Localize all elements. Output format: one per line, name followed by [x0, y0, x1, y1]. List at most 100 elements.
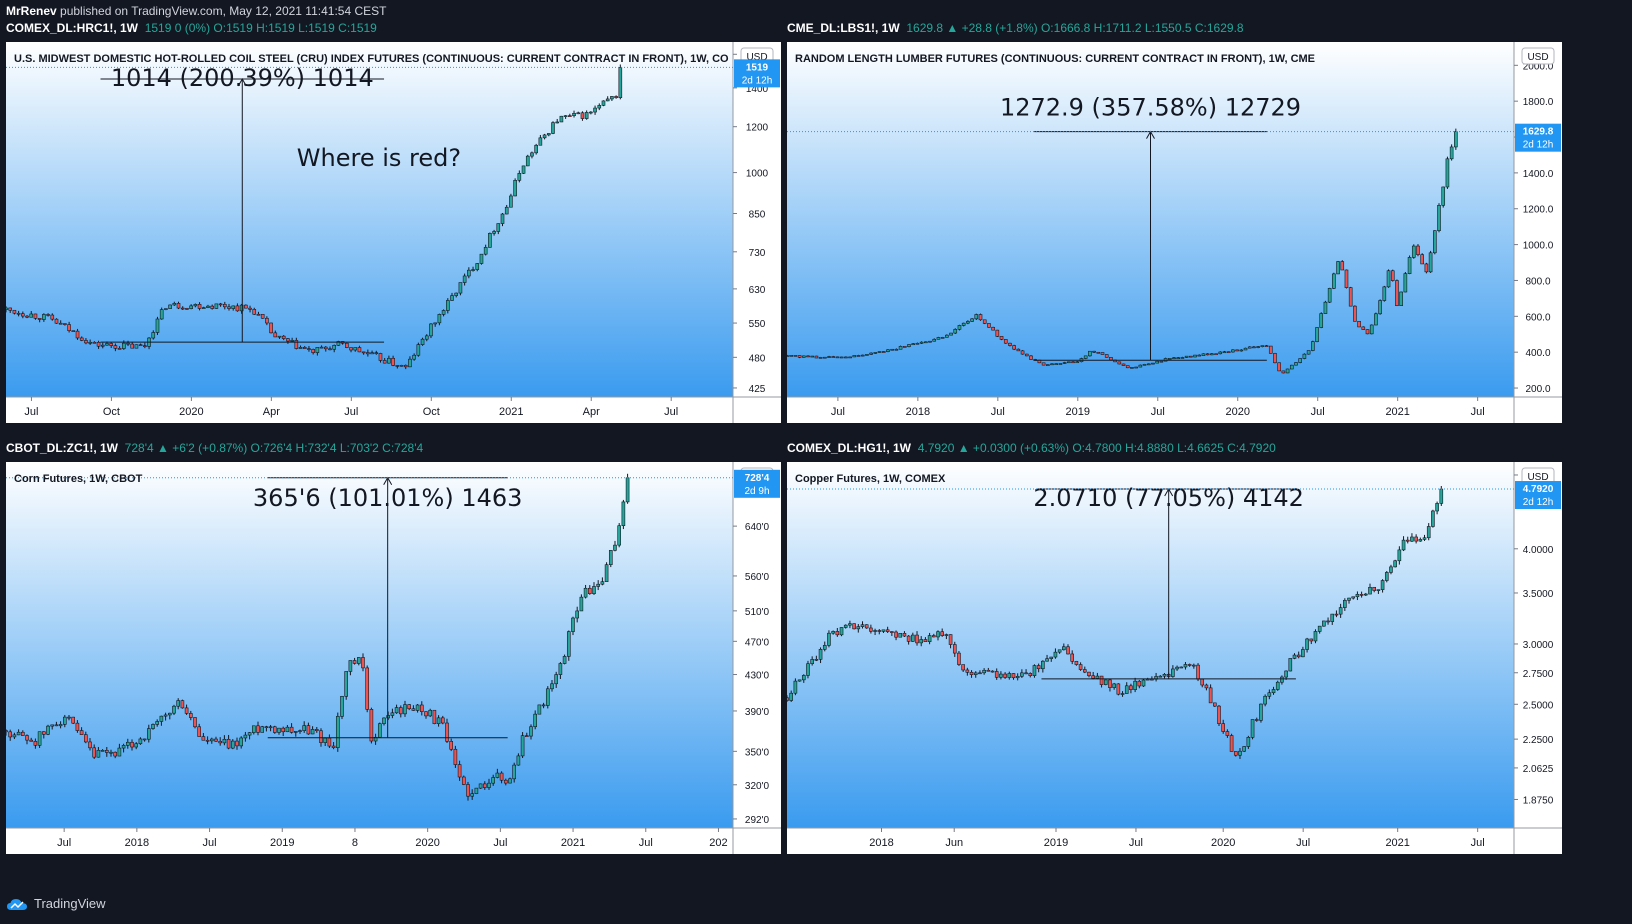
currency-badge[interactable] [1521, 47, 1555, 65]
candle-body [281, 727, 285, 733]
candle-body [134, 743, 138, 748]
x-tick-label: 2018 [125, 837, 149, 849]
candle-body [206, 305, 210, 308]
candle-body [235, 305, 240, 312]
candle-body [1103, 679, 1108, 685]
candle-body [802, 355, 806, 358]
candle-body [1407, 257, 1412, 274]
candle-body [1284, 670, 1288, 678]
candle-body [37, 731, 42, 746]
candle-body [487, 782, 491, 788]
price-axis[interactable] [1514, 42, 1562, 397]
candle-body [386, 715, 390, 719]
candle-body [604, 564, 609, 582]
candle-body [991, 326, 995, 331]
candle-body [394, 707, 399, 714]
chart-svg-steel[interactable]: 1600140012001000850730630550480425JulOct… [6, 42, 781, 423]
candle-body [966, 321, 970, 324]
candle-body [155, 721, 159, 725]
candle-body [525, 155, 530, 167]
candle-body [1369, 324, 1374, 335]
measure-label: 2.0710 (77.05%) 4142 [1033, 484, 1304, 512]
candle-body [915, 342, 920, 345]
symbol-name: COMEX_DL:HRC1!, 1W [6, 21, 139, 35]
candle-body [1062, 362, 1067, 364]
measure-annotation[interactable]: 1014 (200.39%) 1014 [100, 64, 385, 343]
footer[interactable]: TradingView [6, 896, 106, 911]
price-axis[interactable] [733, 42, 781, 397]
candle-body [1121, 363, 1126, 366]
candle-body [534, 144, 538, 154]
candle-body [605, 98, 610, 102]
chart-svg-copper[interactable]: 5.00004.00003.50003.00002.75002.50002.25… [787, 462, 1562, 854]
candle-body [1431, 510, 1435, 527]
candle-body [614, 96, 618, 99]
candle-body [1155, 360, 1159, 364]
y-tick-label: 350'0 [745, 747, 770, 758]
candle-body [1315, 327, 1319, 342]
chart-panel-lumber[interactable]: 2000.01800.01600.01400.01200.01000.0800.… [787, 42, 1562, 423]
candle-body [268, 726, 273, 729]
candle-body [251, 725, 256, 733]
y-tick-label: 1200.0 [1523, 205, 1554, 216]
candle-body [21, 313, 25, 317]
chart-title: RANDOM LENGTH LUMBER FUTURES (CONTINUOUS… [795, 53, 1315, 65]
candle-body [20, 731, 25, 736]
candle-body [450, 295, 454, 301]
candle-body [1083, 355, 1088, 359]
candle-body [1221, 723, 1226, 732]
candle-body [420, 338, 425, 345]
x-tick-label: 202 [709, 837, 727, 849]
time-axis[interactable] [787, 397, 1562, 423]
measure-label: 365'6 (101.01%) 1463 [253, 484, 523, 512]
x-tick-label: Jul [1311, 406, 1325, 418]
candle-body [46, 314, 50, 316]
candle-body [75, 722, 80, 731]
candle-body [239, 304, 244, 312]
candle-body [96, 750, 101, 758]
chart-panel-copper[interactable]: 5.00004.00003.50003.00002.75002.50002.25… [787, 462, 1562, 854]
candle-body [189, 305, 193, 309]
candle-body [143, 345, 147, 347]
candle-body [8, 731, 12, 738]
candle-body [1238, 750, 1242, 756]
candle-body [29, 313, 34, 318]
chart-svg-lumber[interactable]: 2000.01800.01600.01400.01200.01000.0800.… [787, 42, 1562, 423]
candle-body [471, 269, 475, 271]
candle-body [449, 741, 453, 750]
candle-body [835, 631, 840, 636]
candle-body [58, 322, 63, 325]
candle-body [357, 347, 362, 353]
candle-body [952, 644, 957, 654]
measure-annotation[interactable]: 365'6 (101.01%) 1463 [253, 476, 523, 739]
candle-body [488, 232, 492, 248]
candle-body [407, 704, 411, 710]
candle-body [814, 659, 819, 661]
price-axis[interactable] [733, 462, 781, 828]
chart-panel-steel[interactable]: 1600140012001000850730630550480425JulOct… [6, 42, 781, 423]
candle-body [424, 335, 429, 340]
price-axis[interactable] [1514, 462, 1562, 828]
candle-body [1197, 354, 1202, 357]
candle-body [877, 351, 882, 353]
candle-body [1311, 341, 1315, 351]
time-axis[interactable] [6, 397, 781, 423]
chart-panel-corn[interactable]: 640'0 560'0 510'0 470'0 430'0 390'0 350'0 320'0… [6, 462, 781, 854]
candle-body [1218, 351, 1223, 355]
candle-body [1252, 346, 1256, 349]
candle-body [587, 587, 592, 595]
candle-body [1256, 346, 1260, 348]
candle-body [827, 632, 831, 646]
y-tick-label: 2.5000 [1523, 700, 1554, 711]
x-tick-label: 2020 [1211, 837, 1235, 849]
candle-body [1158, 675, 1163, 678]
candle-body [96, 342, 101, 347]
time-axis[interactable] [787, 828, 1562, 854]
chart-svg-corn[interactable]: 640'0 560'0 510'0 470'0 430'0 390'0 350'0 320'0… [6, 462, 781, 854]
time-axis[interactable] [6, 828, 781, 854]
y-tick-label: 400.0 [1525, 348, 1550, 359]
candle-body [273, 332, 278, 338]
countdown-label: 2d 12h [1523, 140, 1554, 151]
candle-body [1124, 685, 1129, 694]
candle-body [1397, 549, 1402, 562]
